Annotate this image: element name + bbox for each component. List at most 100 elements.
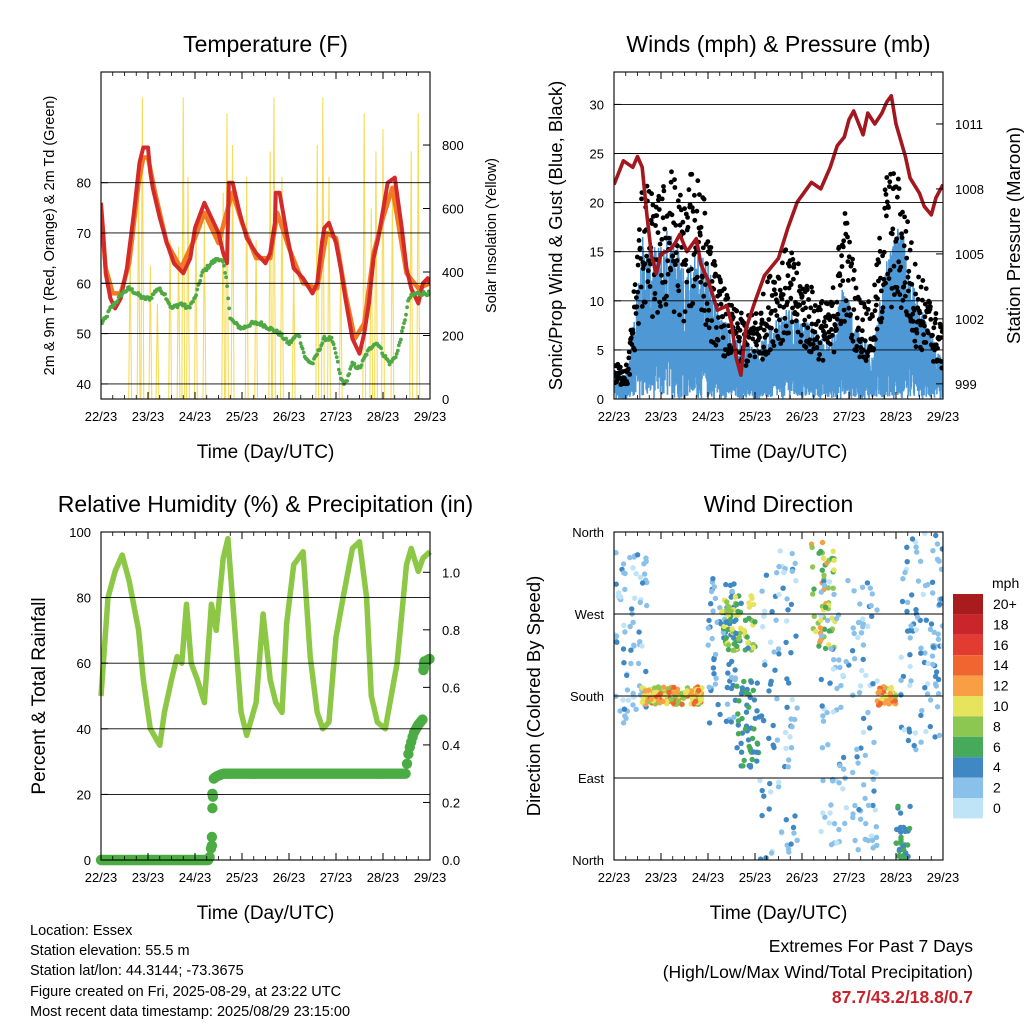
direction-point <box>820 810 826 816</box>
y-tick-label: 80 <box>77 176 91 191</box>
direction-point <box>898 692 904 698</box>
gust-point <box>920 297 925 303</box>
gust-point <box>911 307 917 313</box>
direction-point <box>774 737 781 743</box>
gust-point <box>743 363 749 368</box>
direction-point <box>759 787 765 794</box>
direction-point <box>725 670 731 676</box>
gust-point <box>859 328 865 334</box>
direction-point <box>935 636 942 642</box>
direction-point <box>850 692 856 698</box>
gust-point <box>896 186 902 192</box>
direction-point <box>625 697 632 703</box>
direction-point <box>622 586 628 593</box>
direction-point <box>897 810 904 816</box>
gust-point <box>673 222 679 228</box>
direction-point <box>826 642 832 648</box>
gust-point <box>765 350 771 356</box>
direction-point <box>736 636 742 642</box>
gust-point <box>718 279 723 285</box>
gust-point <box>841 238 847 244</box>
solar-spike <box>140 97 145 399</box>
gust-point <box>644 253 649 259</box>
x-tick-label: 24/23 <box>692 870 725 885</box>
gust-point <box>887 179 893 185</box>
direction-point <box>915 578 922 584</box>
gust-point <box>675 198 681 204</box>
gust-point <box>840 244 846 250</box>
gust-point <box>808 349 814 355</box>
direction-point <box>771 649 777 655</box>
legend-label: 4 <box>993 759 1001 775</box>
direction-point <box>789 724 795 730</box>
x-tick-label: 28/23 <box>880 870 913 885</box>
dewpoint-point <box>399 337 403 342</box>
direction-point <box>730 647 736 654</box>
direction-point <box>750 749 757 755</box>
gust-point <box>922 323 927 329</box>
gust-point <box>846 305 852 311</box>
gust-point <box>910 319 916 324</box>
direction-point <box>792 813 798 819</box>
gust-point <box>836 244 842 250</box>
solar-spike <box>155 303 160 399</box>
direction-point <box>857 816 864 822</box>
gust-point <box>920 278 926 283</box>
direction-point <box>648 696 654 703</box>
direction-point <box>861 782 867 788</box>
direction-point <box>859 584 866 590</box>
direction-point <box>725 646 732 653</box>
direction-point <box>841 766 847 772</box>
gust-point <box>705 239 711 245</box>
direction-point <box>887 695 894 701</box>
solar-spike <box>373 151 378 399</box>
legend-label: 20+ <box>993 596 1017 612</box>
rain-point <box>419 656 430 667</box>
legend-label: 6 <box>993 739 1001 755</box>
rain-point <box>206 831 218 843</box>
direction-point <box>634 552 641 558</box>
direction-point <box>922 532 928 537</box>
gust-point <box>692 192 697 198</box>
gust-point <box>782 285 788 291</box>
direction-point <box>927 626 934 632</box>
direction-point <box>862 795 868 802</box>
y-tick-label: 20 <box>590 196 604 211</box>
x-axis-label: Time (Day/UTC) <box>710 442 848 463</box>
dewpoint-point <box>397 340 402 345</box>
direction-point <box>830 778 836 784</box>
gust-point <box>910 311 915 317</box>
direction-point <box>789 550 795 557</box>
direction-point <box>614 581 619 587</box>
rain-point <box>207 791 219 802</box>
direction-point <box>614 550 619 556</box>
direction-point <box>759 588 765 594</box>
gust-point <box>812 329 818 335</box>
dewpoint-point <box>352 361 357 366</box>
dewpoint-point <box>335 359 340 364</box>
gust-point <box>790 305 795 311</box>
gust-point <box>634 295 639 300</box>
gust-point <box>845 278 851 283</box>
direction-point <box>642 571 648 577</box>
direction-point <box>825 585 831 591</box>
direction-point <box>822 645 829 652</box>
direction-point <box>712 651 719 658</box>
direction-point <box>820 777 826 784</box>
gust-point <box>866 299 871 305</box>
gust-point <box>853 285 859 291</box>
gust-point <box>683 257 689 263</box>
direction-point <box>887 690 893 697</box>
gust-point <box>822 331 828 337</box>
gust-point <box>752 354 758 360</box>
direction-point <box>712 681 719 687</box>
y-tick-label: 60 <box>77 656 91 671</box>
direction-point <box>914 549 920 555</box>
direction-point <box>874 842 880 849</box>
direction-point <box>785 764 791 770</box>
gust-point <box>806 314 812 319</box>
solar-spike <box>168 240 173 399</box>
y-tick-label: 80 <box>77 591 91 606</box>
gust-point <box>790 257 796 262</box>
direction-point <box>684 688 690 694</box>
